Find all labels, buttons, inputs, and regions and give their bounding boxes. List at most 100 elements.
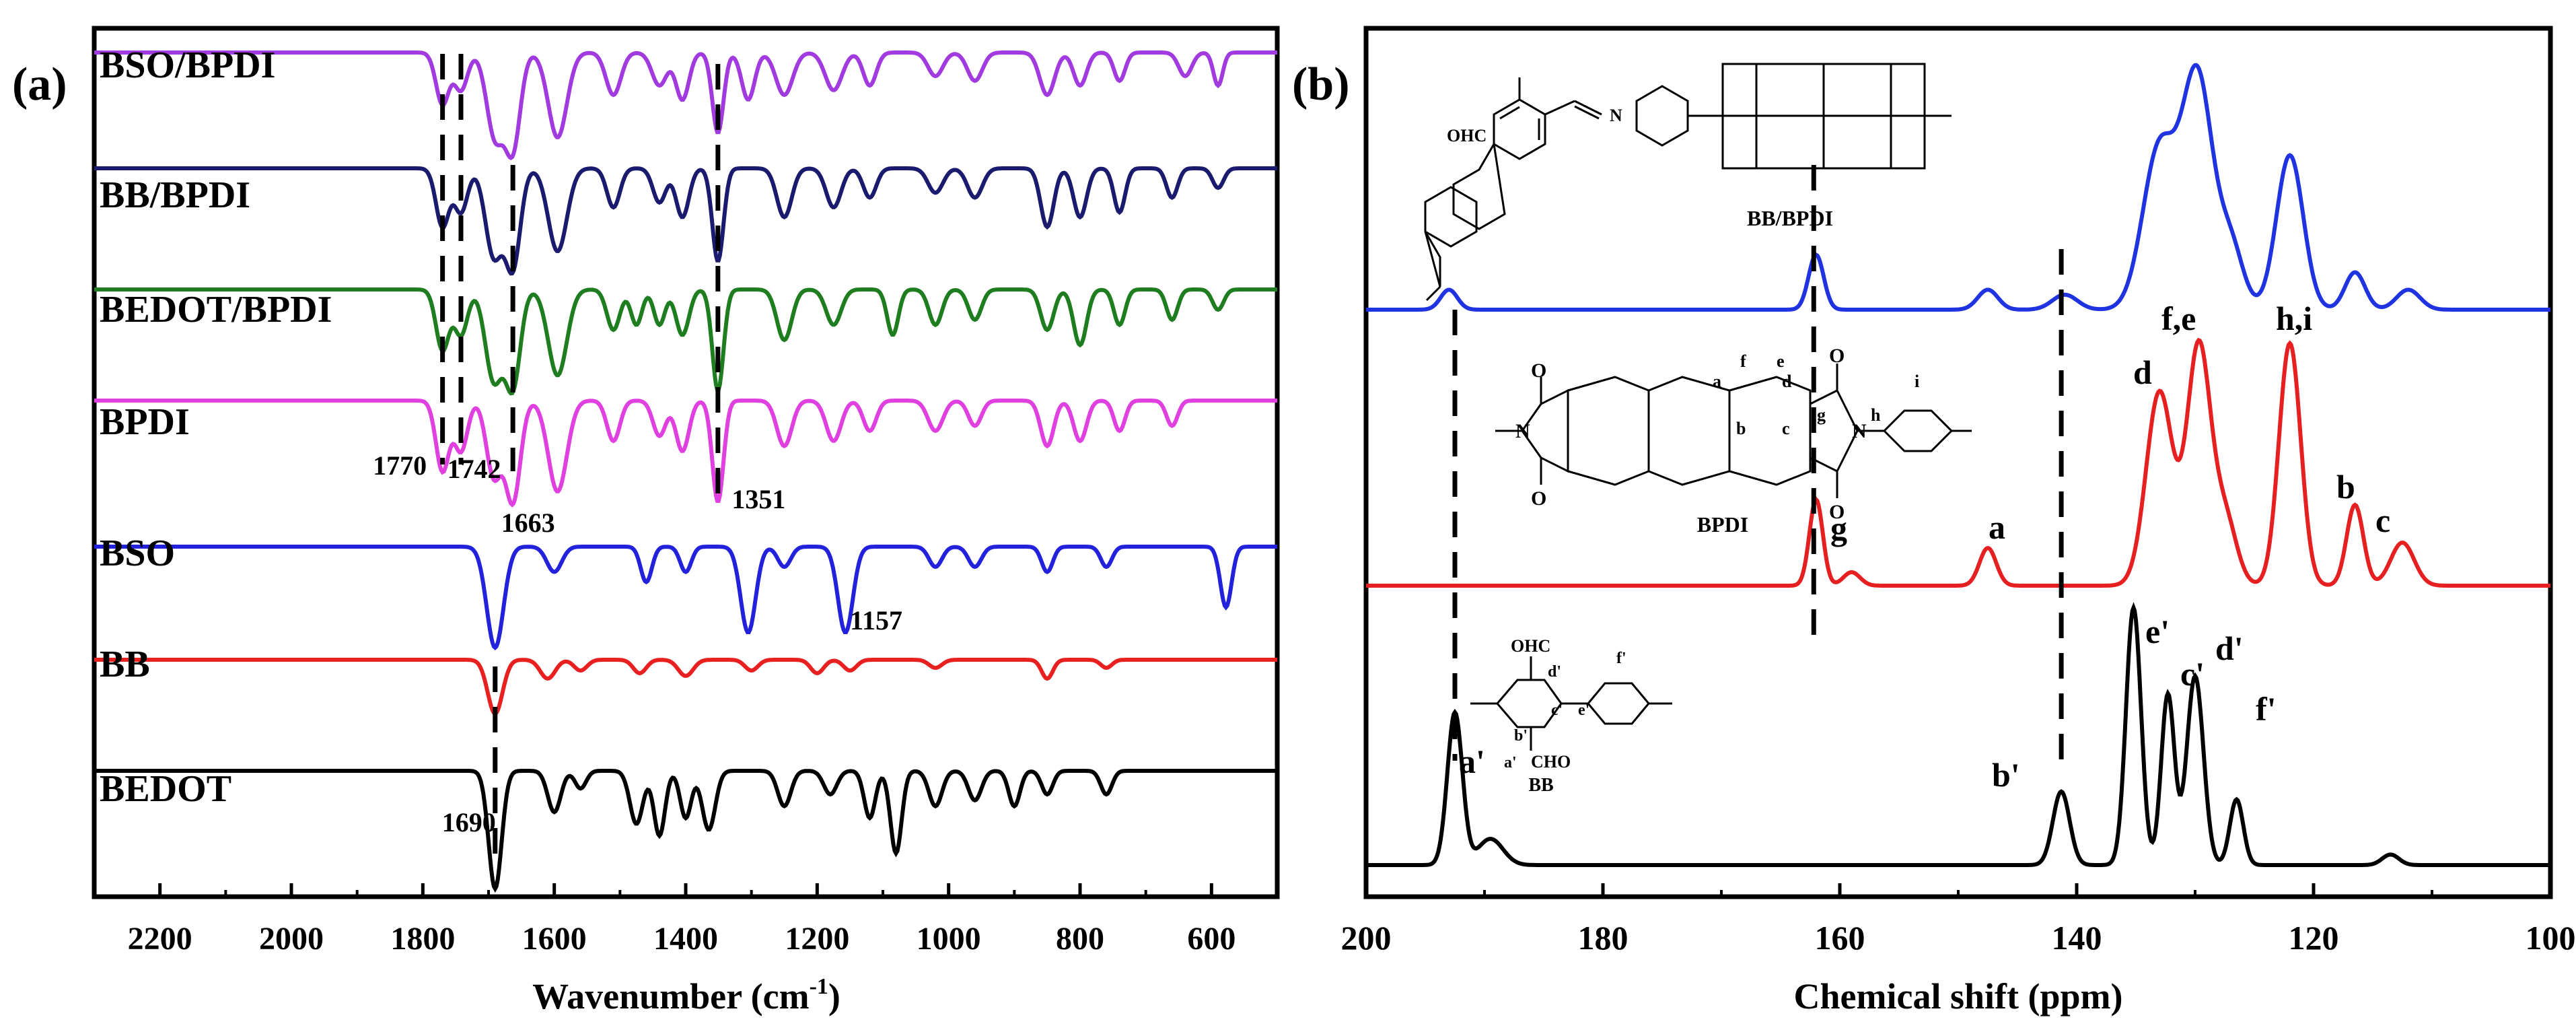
panel-a-ftir: (a) BSO/BPDI BB/BPDI BEDOT/BPDI BPDI BSO BB BE… [12,26,1280,1017]
ftir-peak-annotation-1742: 1742 [448,454,501,484]
ftir-trace-bb-bpdi [94,166,1277,276]
ftir-trace-bedot-bpdi [94,287,1277,396]
bpdi-letter-h: h [1871,405,1881,425]
ftir-trace-bb [94,658,1277,716]
ftir-x-tick-label: 800 [1056,921,1104,957]
peak-label-f-prime: f' [2256,690,2277,728]
ftir-trace-bedot [94,769,1277,893]
bb-structure-caption: BB [1528,775,1553,796]
bb-letter-d-prime: d' [1548,663,1561,681]
ftir-series-label-bb: BB [100,644,150,685]
ftir-peak-annotation-1351: 1351 [731,484,785,514]
peak-label-e-prime: e' [2145,613,2170,650]
ftir-x-tick-label: 2200 [128,921,192,957]
ftir-x-tick-label: 1800 [390,921,455,957]
bpdi-letter-d: d [1782,372,1792,391]
panel-a-traces [94,50,1277,893]
panel-a-frame [92,26,1280,899]
panel-a-x-axis-title: Wavenumber (cm-1) [532,974,840,1017]
nmr-x-tick-label: 160 [1815,919,1865,957]
ftir-x-tick-label: 1600 [522,921,587,957]
bb-bpdi-structure-caption: BB/BPDI [1747,206,1833,230]
bpdi-letter-b: b [1736,419,1746,438]
peak-label-b: b [2336,468,2355,506]
bpdi-letter-i: i [1915,372,1919,391]
bpdi-atom-letters: a b c d e f g h i [1713,351,1919,438]
bb-letter-e-prime: e' [1578,701,1589,719]
ftir-peak-annotation-1770: 1770 [373,450,427,481]
nmr-x-tick-label: 180 [1578,919,1629,957]
bpdi-oxygen-3: O [1829,345,1845,367]
panel-b-traces [1366,63,2550,867]
ftir-series-label-bso: BSO [100,533,175,574]
ftir-peak-annotation-1663: 1663 [501,508,555,538]
bb-atom-letters: a' b' c' d' e' f' [1504,650,1626,771]
peak-label-c-prime: c' [2180,655,2205,693]
bpdi-structure-caption: BPDI [1697,512,1748,537]
peak-label-hi: h,i [2276,300,2312,337]
ftir-series-label-bedot-bpdi: BEDOT/BPDI [100,289,332,331]
ftir-x-tick-label: 1400 [653,921,718,957]
ftir-trace-bso-bpdi [94,50,1277,161]
bb-bpdi-imine-text: N [1610,106,1622,125]
bpdi-oxygen-1: O [1531,359,1546,382]
peak-label-d-prime: d' [2215,629,2244,667]
bb-aldehyde-bottom: CHO [1531,752,1571,771]
nmr-trace-bb-bpdi [1366,63,2550,312]
ftir-series-label-bpdi: BPDI [100,401,190,443]
peak-label-g: g [1830,510,1847,547]
bpdi-letter-a: a [1713,372,1721,391]
panel-a-label: (a) [12,59,67,110]
ftir-trace-bso [94,545,1277,651]
panel-a-x-axis: 2200 2000 1800 1600 1400 1200 1000 800 600 [93,883,1279,957]
panel-a-series-labels: BSO/BPDI BB/BPDI BEDOT/BPDI BPDI BSO BB BEDOT [100,44,332,810]
nmr-x-tick-label: 140 [2052,919,2102,957]
bb-letter-f-prime: f' [1616,650,1626,667]
panel-b-dashed-markers [1452,165,2064,761]
nmr-x-tick-label: 100 [2526,919,2576,957]
ftir-series-label-bedot: BEDOT [100,768,231,810]
nmr-trace-bpdi [1366,337,2550,588]
nmr-x-tick-label: 200 [1341,919,1392,957]
bpdi-oxygen-2: O [1531,487,1546,510]
ftir-peak-annotation-1690: 1690 [442,807,496,837]
ftir-x-tick-label: 600 [1187,921,1236,957]
ftir-x-tick-label: 1200 [785,921,849,957]
peak-label-d: d [2133,353,2152,391]
bpdi-nitrogen-1: N [1515,420,1530,442]
ftir-x-tick-label: 2000 [259,921,324,957]
bb-letter-c-prime: c' [1551,701,1563,719]
structure-bb-bpdi [1424,63,1952,302]
bpdi-oxygen-4: O [1829,501,1845,523]
panel-a-dashed-markers [440,54,721,868]
nmr-trace-bb [1366,602,2550,867]
peak-label-b-prime: b' [1992,756,2020,794]
structure-bpdi [1495,364,1972,498]
panel-b-x-axis: 200 180 160 140 120 100 [1341,883,2576,957]
panel-b-nmr: (b) 200 180 160 140 120 100 Chemical shift (p… [1292,26,2576,1017]
peak-label-c: c [2375,502,2390,539]
bpdi-letter-e: e [1777,351,1785,371]
bpdi-nitrogen-2: N [1852,420,1867,442]
ftir-x-tick-label: 1000 [917,921,981,957]
panel-b-x-axis-title: Chemical shift (ppm) [1794,976,2123,1017]
bb-letter-a-prime: a' [1504,754,1517,771]
peak-label-a-prime: a' [1459,743,1485,780]
bb-bpdi-aldehyde-text: OHC [1447,126,1487,145]
nmr-x-tick-label: 120 [2289,919,2339,957]
peak-label-fe: f,e [2161,300,2196,337]
bpdi-letter-c: c [1782,419,1790,438]
bpdi-letter-f: f [1740,351,1746,371]
peak-label-a: a [1989,508,2005,546]
panel-b-peak-labels: d f,e h,i b c a g e' c' d' f' a' b' [1459,300,2390,794]
ftir-series-label-bso-bpdi: BSO/BPDI [100,44,275,86]
bb-letter-b-prime: b' [1514,727,1528,745]
structure-bb [1470,656,1672,751]
panel-b-label: (b) [1292,59,1350,110]
ftir-peak-annotation-1157: 1157 [850,605,902,636]
ftir-series-label-bb-bpdi: BB/BPDI [100,174,250,216]
ftir-trace-bpdi [94,399,1277,508]
bb-aldehyde-top: OHC [1511,636,1550,656]
